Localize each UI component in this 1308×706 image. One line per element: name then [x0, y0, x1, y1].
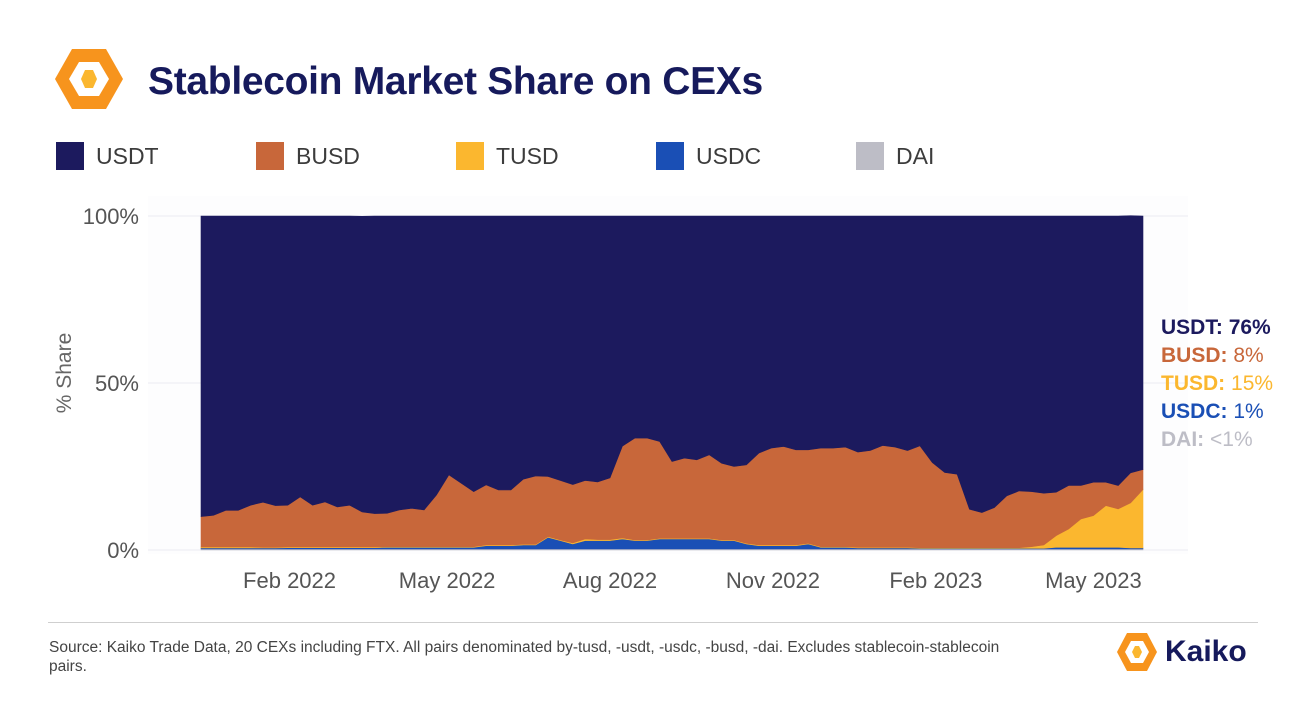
- x-tick-label: May 2023: [1045, 568, 1142, 593]
- x-tick-label: Feb 2023: [889, 568, 982, 593]
- latest-share-usdc-value: 1%: [1233, 400, 1264, 423]
- legend-label-dai: DAI: [896, 142, 935, 169]
- latest-share-busd: BUSD: 8%: [1161, 342, 1273, 370]
- latest-share-usdc: USDC: 1%: [1161, 398, 1273, 426]
- brand-footer: Kaiko: [1117, 632, 1247, 672]
- x-tick-label: May 2022: [399, 568, 496, 593]
- latest-share-dai-value: <1%: [1210, 428, 1253, 451]
- latest-share-dai: DAI: <1%: [1161, 426, 1273, 454]
- legend-item-busd: BUSD: [256, 142, 360, 170]
- legend-label-tusd: TUSD: [496, 142, 559, 169]
- legend-swatch-dai: [856, 142, 884, 170]
- latest-share-usdt-name: USDT:: [1161, 316, 1223, 339]
- series-area-usdt: [200, 215, 1144, 517]
- legend-swatch-usdt: [56, 142, 84, 170]
- x-tick-label: Nov 2022: [726, 568, 820, 593]
- latest-share-busd-value: 8%: [1233, 344, 1264, 367]
- y-tick-label: 100%: [83, 204, 139, 229]
- legend-swatch-busd: [256, 142, 284, 170]
- latest-share-usdc-name: USDC:: [1161, 400, 1228, 423]
- footer-divider: [48, 622, 1258, 623]
- source-footnote: Source: Kaiko Trade Data, 20 CEXs includ…: [49, 639, 1000, 675]
- legend-item-tusd: TUSD: [456, 142, 559, 170]
- latest-share-dai-name: DAI:: [1161, 428, 1205, 451]
- x-tick-label: Aug 2022: [563, 568, 657, 593]
- legend-label-busd: BUSD: [296, 142, 360, 169]
- kaiko-logo-icon: [1117, 633, 1157, 671]
- legend-label-usdt: USDT: [96, 142, 159, 169]
- latest-share-busd-name: BUSD:: [1161, 344, 1228, 367]
- latest-share-usdt-value: 76%: [1228, 316, 1271, 339]
- y-tick-label: 0%: [107, 538, 139, 563]
- latest-share-tusd-value: 15%: [1231, 372, 1274, 395]
- legend-item-usdc: USDC: [656, 142, 761, 170]
- legend-item-dai: DAI: [856, 142, 934, 170]
- brand-name: Kaiko: [1165, 635, 1247, 668]
- latest-share-tusd-name: TUSD:: [1161, 372, 1226, 395]
- chart-title: Stablecoin Market Share on CEXs: [148, 60, 763, 103]
- x-tick-label: Feb 2022: [243, 568, 336, 593]
- y-tick-label: 50%: [95, 371, 139, 396]
- legend-swatch-usdc: [656, 142, 684, 170]
- latest-share-usdt: USDT: 76%: [1161, 314, 1273, 342]
- legend-item-usdt: USDT: [56, 142, 159, 170]
- latest-share-labels: USDT: 76% BUSD: 8% TUSD: 15% USDC: 1% DA…: [1161, 314, 1273, 454]
- legend: USDT BUSD TUSD USDC DAI: [0, 142, 1308, 172]
- legend-swatch-tusd: [456, 142, 484, 170]
- latest-share-tusd: TUSD: 15%: [1161, 370, 1273, 398]
- kaiko-logo-icon: [55, 49, 123, 109]
- y-axis-label: % Share: [53, 333, 76, 414]
- legend-label-usdc: USDC: [696, 142, 762, 169]
